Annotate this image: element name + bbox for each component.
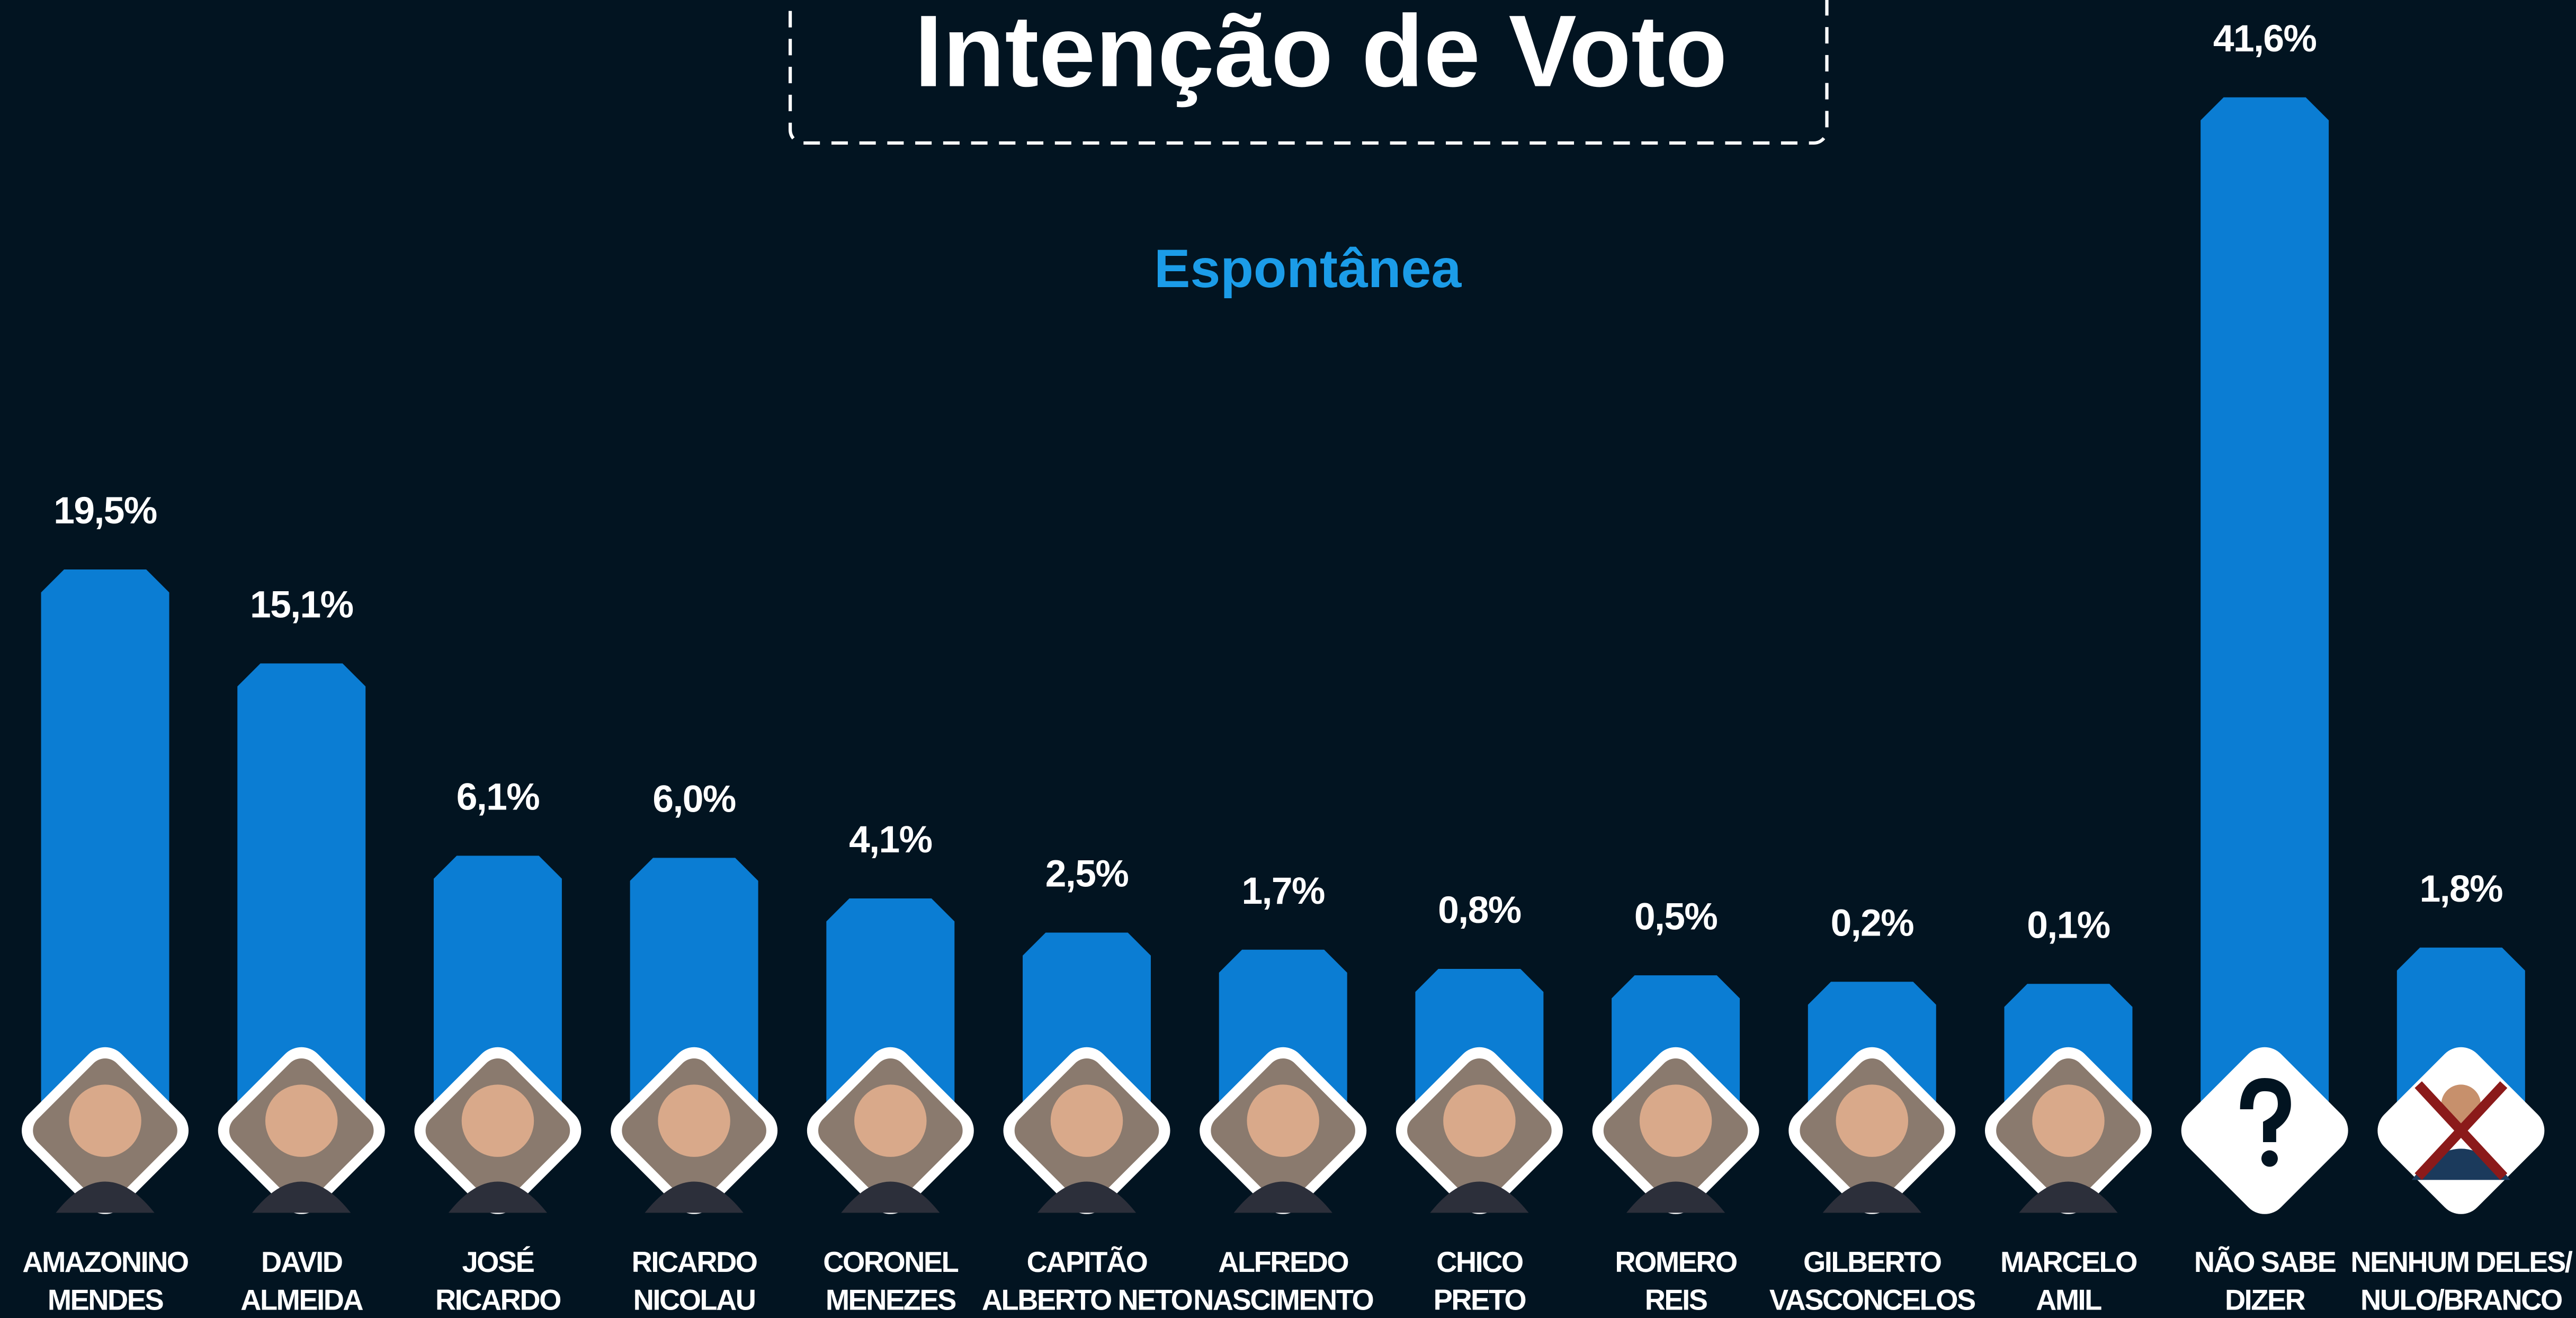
value-label: 2,5% xyxy=(1045,853,1129,895)
cross-icon xyxy=(2414,1081,2508,1180)
photo-shirt xyxy=(645,1181,744,1213)
value-label: 6,0% xyxy=(652,778,736,820)
value-label: 4,1% xyxy=(849,818,932,861)
x-tick-label: ROMERO REIS xyxy=(1615,1246,1737,1316)
bar xyxy=(41,569,169,1151)
x-tick-label: NENHUM DELES/NULO/BRANCO xyxy=(2350,1246,2572,1316)
x-tick-label: JOSÉ RICARDO xyxy=(435,1246,560,1316)
x-tick-label: GILBERTO VASCONCELOS xyxy=(1769,1246,1975,1316)
x-tick-label: DAVID ALMEIDA xyxy=(240,1246,363,1316)
x-tick-label: CAPITÃO ALBERTO NETO xyxy=(982,1246,1192,1316)
x-tick-label: NÃO SABE DIZER xyxy=(2194,1246,2336,1316)
bar xyxy=(2201,97,2329,1151)
photo-shirt xyxy=(841,1181,940,1213)
title-frame xyxy=(788,0,1829,145)
value-label: 1,7% xyxy=(1242,870,1325,912)
chart-subtitle: Espontânea xyxy=(1154,238,1462,299)
photo-shirt xyxy=(1430,1181,1529,1213)
photo-face xyxy=(1639,1084,1712,1157)
photo-face xyxy=(461,1084,534,1157)
value-label: 0,1% xyxy=(2027,904,2110,946)
question-dot xyxy=(2261,1150,2278,1167)
value-label: 0,2% xyxy=(1831,902,1914,944)
value-label: 0,8% xyxy=(1438,889,1521,931)
question-icon xyxy=(2240,1078,2291,1142)
value-label: 41,6% xyxy=(2213,17,2316,60)
photo-face xyxy=(1050,1084,1123,1157)
photo-face xyxy=(1836,1084,1909,1157)
value-label: 19,5% xyxy=(53,489,157,532)
x-tick-label: AMAZONINO MENDES xyxy=(22,1246,188,1316)
x-tick-label: CORONEL MENEZES xyxy=(823,1246,958,1316)
photo-shirt xyxy=(56,1181,155,1213)
x-tick-label: CHICO PRETO xyxy=(1434,1246,1526,1316)
photo-face xyxy=(658,1084,730,1157)
photo-shirt xyxy=(1626,1181,1725,1213)
value-label: 0,5% xyxy=(1634,895,1718,938)
value-label: 6,1% xyxy=(457,776,540,818)
photo-face xyxy=(854,1084,927,1157)
bar xyxy=(237,663,366,1151)
photo-face xyxy=(69,1084,141,1157)
x-tick-label: ALFREDO NASCIMENTO xyxy=(1193,1246,1373,1316)
photo-shirt xyxy=(1037,1181,1137,1213)
x-tick-label: RICARDO NICOLAU xyxy=(632,1246,757,1316)
photo-shirt xyxy=(2019,1181,2118,1213)
photo-face xyxy=(1247,1084,1319,1157)
photo-shirt xyxy=(1822,1181,1921,1213)
photo-shirt xyxy=(1233,1181,1332,1213)
photo-shirt xyxy=(448,1181,547,1213)
photo-face xyxy=(265,1084,338,1157)
x-tick-label: MARCELO AMIL xyxy=(2000,1246,2136,1316)
chart-title: Intenção de Voto xyxy=(915,0,1728,108)
photo-face xyxy=(1443,1084,1516,1157)
value-label: 15,1% xyxy=(250,584,353,626)
photo-shirt xyxy=(252,1181,351,1213)
value-label: 1,8% xyxy=(2420,868,2503,910)
photo-face xyxy=(2032,1084,2105,1157)
